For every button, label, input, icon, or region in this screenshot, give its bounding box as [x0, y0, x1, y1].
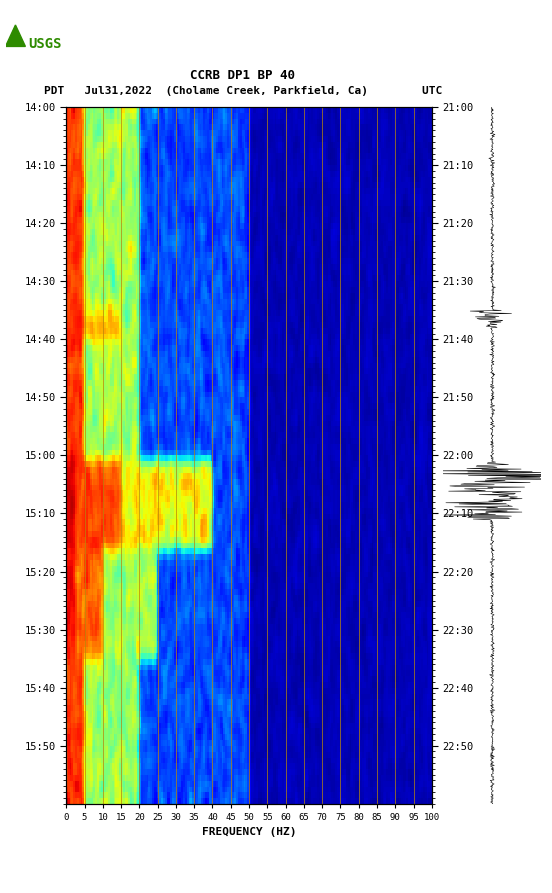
Text: CCRB DP1 BP 40: CCRB DP1 BP 40 — [190, 70, 295, 82]
Polygon shape — [6, 25, 25, 46]
Text: PDT   Jul31,2022  (Cholame Creek, Parkfield, Ca)        UTC: PDT Jul31,2022 (Cholame Creek, Parkfield… — [44, 86, 442, 96]
X-axis label: FREQUENCY (HZ): FREQUENCY (HZ) — [202, 827, 296, 838]
Text: USGS: USGS — [29, 37, 62, 51]
